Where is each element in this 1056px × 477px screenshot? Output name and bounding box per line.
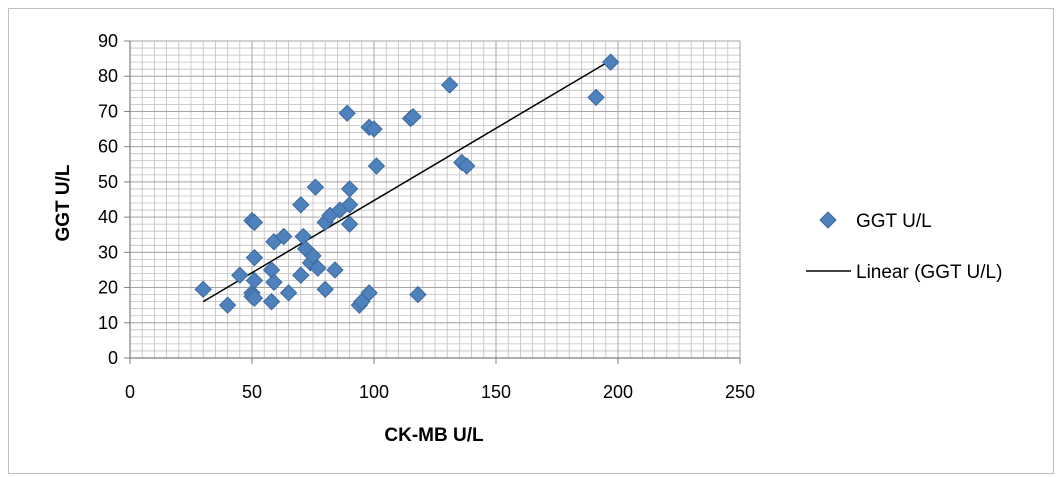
data-point [279,284,298,302]
x-tick-label: 100 [359,382,389,402]
y-tick-label: 50 [98,172,118,192]
y-tick-label: 80 [98,66,118,86]
x-tick-label: 150 [481,382,511,402]
y-tick-label: 40 [98,207,118,227]
major-gridlines [129,40,741,359]
data-point [340,196,359,214]
data-point [458,157,476,175]
x-axis-title: CK-MB U/L [384,425,484,446]
chart-frame [8,8,1054,474]
data-point [306,178,325,196]
y-tick-label: 60 [98,137,118,157]
data-point [367,157,386,175]
data-point [275,227,293,246]
data-point [245,289,264,307]
data-point [338,104,356,122]
data-point [326,261,344,279]
trendline-layer [202,59,612,303]
x-tick-labels: 0 50 100 150 200 250 [125,382,755,402]
data-point [292,196,310,214]
data-point [245,213,264,232]
y-tick-label: 30 [98,242,118,262]
x-tick-label: 200 [603,382,633,402]
data-point [265,273,283,291]
y-tick-label: 90 [98,31,118,51]
legend-label-trendline: Linear (GGT U/L) [856,262,1002,283]
y-tick-label: 70 [98,101,118,121]
y-axis-title: GGT U/L [53,164,74,241]
data-point [360,284,378,302]
data-point [365,120,383,138]
data-point [316,280,334,299]
y-tick-labels: 0 10 20 30 40 50 60 70 80 90 [98,31,118,368]
x-tick-label: 0 [125,382,135,402]
axes [124,40,741,364]
data-point [245,271,264,290]
data-point [404,108,422,126]
data-point [309,259,327,277]
data-point [340,215,359,233]
x-tick-label: 50 [242,382,262,402]
x-tick-label: 250 [725,382,755,402]
y-tick-label: 0 [108,348,118,368]
data-points [194,53,620,314]
legend-label-series: GGT U/L [856,211,932,232]
data-point [440,76,459,94]
legend: GGT U/L Linear (GGT U/L) [806,211,1002,283]
minor-gridlines [129,40,741,359]
y-tick-label: 10 [98,313,118,333]
legend-diamond-icon [819,211,837,229]
data-point [245,248,264,267]
data-point [409,285,427,304]
data-point [194,280,212,299]
data-point [292,266,310,284]
data-point [601,53,620,71]
trendline [202,59,612,303]
data-point [587,88,605,107]
data-point [218,296,237,314]
data-point [340,180,359,198]
y-tick-label: 20 [98,278,118,298]
data-point [304,247,322,265]
data-point [262,292,281,311]
data-point [231,266,249,284]
